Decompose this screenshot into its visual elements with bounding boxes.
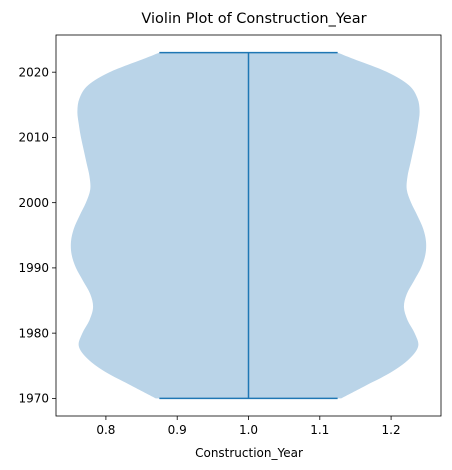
x-tick-label: 0.9 [168,423,187,437]
plot-area [55,34,442,417]
x-tick-label: 1.0 [239,423,258,437]
x-tick-label: 0.8 [96,423,115,437]
x-axis: 0.8 0.9 1.0 1.1 1.2 [96,416,401,437]
y-tick-label: 2010 [18,131,49,145]
chart-title: Violin Plot of Construction_Year [141,11,366,27]
y-tick-label: 1970 [18,392,49,406]
y-tick-label: 2000 [18,196,49,210]
y-axis: 1970 1980 1990 2000 2010 2020 [18,65,56,406]
x-axis-label: Construction_Year [195,446,303,460]
y-tick-label: 2020 [18,65,49,79]
y-tick-label: 1990 [18,261,49,275]
x-tick-label: 1.1 [310,423,329,437]
x-tick-label: 1.2 [382,423,401,437]
y-tick-label: 1980 [18,326,49,340]
